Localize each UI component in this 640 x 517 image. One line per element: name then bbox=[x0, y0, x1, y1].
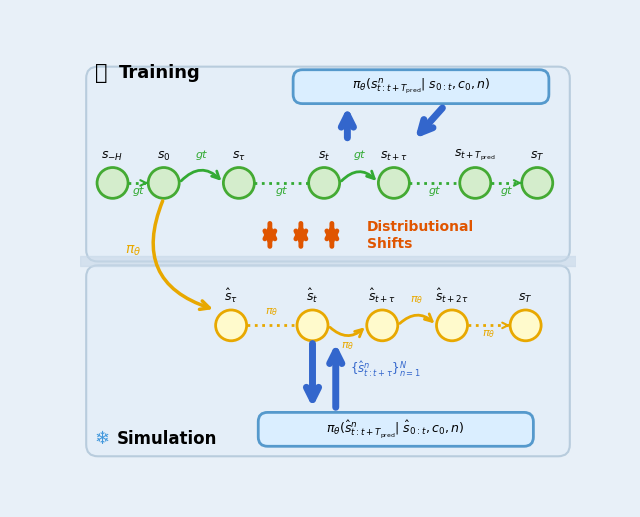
FancyArrowPatch shape bbox=[265, 223, 275, 241]
FancyArrowPatch shape bbox=[341, 115, 353, 138]
FancyArrowPatch shape bbox=[514, 180, 522, 186]
Text: $\pi_\theta(\hat{s}^n_{t:t+T_{\mathrm{pred}}}|\ \hat{s}_{0:t},c_0,n)$: $\pi_\theta(\hat{s}^n_{t:t+T_{\mathrm{pr… bbox=[326, 419, 465, 440]
FancyArrowPatch shape bbox=[330, 327, 362, 337]
FancyArrowPatch shape bbox=[342, 171, 374, 181]
Text: $s_0$: $s_0$ bbox=[157, 150, 170, 163]
Text: $s_T$: $s_T$ bbox=[530, 150, 545, 163]
Text: $\hat{s}_\tau$: $\hat{s}_\tau$ bbox=[224, 287, 238, 306]
FancyArrowPatch shape bbox=[330, 352, 342, 407]
FancyBboxPatch shape bbox=[86, 265, 570, 457]
Text: Training: Training bbox=[119, 64, 200, 82]
Text: gt: gt bbox=[429, 187, 440, 196]
Circle shape bbox=[216, 310, 246, 341]
Text: $\{\hat{s}^n_{t:t+\tau}\}^N_{n=1}$: $\{\hat{s}^n_{t:t+\tau}\}^N_{n=1}$ bbox=[349, 359, 420, 379]
Circle shape bbox=[97, 168, 128, 199]
Text: Simulation: Simulation bbox=[117, 430, 218, 448]
Text: $\hat{s}_{t+\tau}$: $\hat{s}_{t+\tau}$ bbox=[368, 287, 396, 306]
FancyBboxPatch shape bbox=[259, 413, 533, 446]
FancyArrowPatch shape bbox=[327, 223, 337, 241]
Text: gt: gt bbox=[353, 150, 365, 160]
Text: $\pi_\theta$: $\pi_\theta$ bbox=[125, 244, 141, 258]
Text: $s_{t+T_{\rm pred}}$: $s_{t+T_{\rm pred}}$ bbox=[454, 148, 496, 163]
Text: $s_{t+\tau}$: $s_{t+\tau}$ bbox=[380, 150, 408, 163]
FancyBboxPatch shape bbox=[86, 67, 570, 262]
Text: gt: gt bbox=[276, 187, 287, 196]
FancyArrowPatch shape bbox=[327, 229, 337, 247]
FancyArrowPatch shape bbox=[420, 108, 442, 133]
Text: $s_t$: $s_t$ bbox=[318, 150, 330, 163]
FancyArrowPatch shape bbox=[265, 229, 275, 247]
FancyArrowPatch shape bbox=[296, 223, 306, 241]
Text: 🔥: 🔥 bbox=[95, 63, 108, 83]
Text: $\pi_\theta$: $\pi_\theta$ bbox=[265, 307, 278, 318]
Text: $\pi_\theta$: $\pi_\theta$ bbox=[482, 328, 495, 340]
Text: $\pi_\theta$: $\pi_\theta$ bbox=[410, 294, 424, 306]
Circle shape bbox=[460, 168, 491, 199]
Text: $\hat{s}_{t+2\tau}$: $\hat{s}_{t+2\tau}$ bbox=[435, 287, 469, 306]
Text: gt: gt bbox=[196, 150, 207, 160]
Text: ❄: ❄ bbox=[94, 430, 109, 448]
Circle shape bbox=[436, 310, 467, 341]
Text: $\pi_\theta$: $\pi_\theta$ bbox=[340, 341, 354, 352]
Circle shape bbox=[522, 168, 553, 199]
Circle shape bbox=[308, 168, 340, 199]
FancyArrowPatch shape bbox=[502, 323, 508, 328]
Text: gt: gt bbox=[132, 187, 144, 196]
FancyArrowPatch shape bbox=[181, 170, 220, 181]
Text: $\pi_\theta(s^n_{t:t+T_{\mathrm{pred}}}|\ s_{0:t},c_0,n)$: $\pi_\theta(s^n_{t:t+T_{\mathrm{pred}}}|… bbox=[352, 77, 490, 97]
Circle shape bbox=[148, 168, 179, 199]
Circle shape bbox=[510, 310, 541, 341]
Text: $\hat{s}_t$: $\hat{s}_t$ bbox=[307, 287, 319, 306]
Circle shape bbox=[223, 168, 254, 199]
Text: $s_\tau$: $s_\tau$ bbox=[232, 150, 246, 163]
FancyBboxPatch shape bbox=[293, 70, 549, 103]
Circle shape bbox=[367, 310, 397, 341]
Text: $s_{-H}$: $s_{-H}$ bbox=[102, 150, 124, 163]
Text: gt: gt bbox=[500, 187, 512, 196]
Circle shape bbox=[297, 310, 328, 341]
Circle shape bbox=[378, 168, 410, 199]
FancyArrowPatch shape bbox=[140, 180, 147, 186]
Text: $s_T$: $s_T$ bbox=[518, 292, 533, 306]
FancyArrowPatch shape bbox=[400, 314, 432, 324]
FancyArrowPatch shape bbox=[296, 229, 306, 247]
FancyArrowPatch shape bbox=[153, 201, 209, 309]
Bar bbox=[80, 256, 576, 266]
FancyArrowPatch shape bbox=[307, 344, 319, 400]
Text: Distributional
Shifts: Distributional Shifts bbox=[367, 220, 474, 251]
